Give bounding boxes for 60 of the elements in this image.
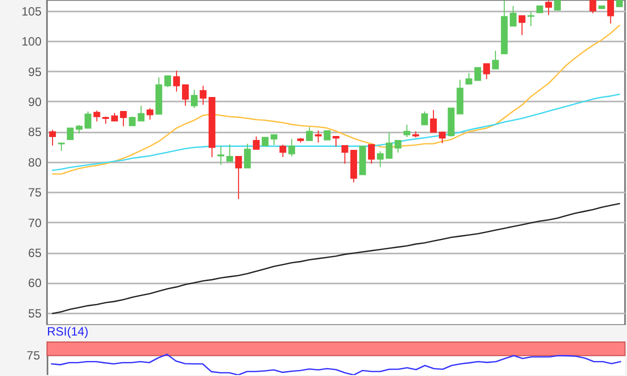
candlestick xyxy=(607,0,614,24)
y-tick-label: 90 xyxy=(28,94,42,109)
candlestick xyxy=(279,144,286,158)
line-series xyxy=(52,94,620,172)
candlestick xyxy=(235,156,242,200)
candlestick xyxy=(252,136,260,150)
candlestick xyxy=(66,128,74,140)
y-tick-label: 70 xyxy=(28,216,42,230)
candlestick xyxy=(386,132,393,159)
candlestick xyxy=(49,129,56,146)
candlestick xyxy=(554,0,561,10)
candlestick xyxy=(217,146,224,166)
candlestick xyxy=(138,105,144,122)
candlestick xyxy=(518,15,526,36)
candlestick xyxy=(376,150,384,168)
y-tick-label: 65 xyxy=(28,246,42,260)
candlestick xyxy=(200,85,207,106)
y-tick-label: 60 xyxy=(28,276,42,290)
candlestick xyxy=(93,110,100,122)
candlestick xyxy=(173,70,180,92)
candlestick xyxy=(244,143,251,168)
candlestick xyxy=(314,130,322,144)
y-tick-label: 75 xyxy=(28,186,42,200)
y-tick-label: 55 xyxy=(28,306,42,320)
candlestick xyxy=(483,63,490,80)
candlestick xyxy=(421,110,428,126)
candlestick xyxy=(182,84,189,106)
candlestick xyxy=(226,144,234,162)
candlestick xyxy=(394,140,402,154)
candlestick xyxy=(306,126,313,141)
chart-title: RSI(14) xyxy=(47,324,88,338)
y-tick-label: 85 xyxy=(28,125,42,140)
y-tick-label: 95 xyxy=(28,64,42,79)
candlestick xyxy=(164,75,172,88)
candlestick xyxy=(332,136,340,147)
y-tick-label: 100 xyxy=(21,34,42,49)
candlestick xyxy=(270,134,278,146)
candlestick xyxy=(146,108,154,120)
candlestick xyxy=(368,144,375,164)
candlestick xyxy=(84,110,92,129)
candlestick xyxy=(120,110,127,127)
candlestick xyxy=(288,138,296,157)
candlestick xyxy=(430,109,437,133)
candlestick xyxy=(438,130,446,144)
candlestick xyxy=(465,72,472,84)
candlestick xyxy=(492,50,499,70)
candlestick xyxy=(341,145,348,164)
y-tick-label: 80 xyxy=(28,155,42,170)
line-series xyxy=(52,202,620,314)
candlestick xyxy=(403,124,410,138)
line-series xyxy=(52,24,620,175)
candlestick xyxy=(190,90,198,109)
candlestick xyxy=(324,130,331,140)
candlestick xyxy=(510,6,517,26)
candlestick xyxy=(545,0,552,16)
y-tick-label: 105 xyxy=(21,4,42,18)
candlestick xyxy=(528,10,534,26)
candlestick xyxy=(474,67,482,81)
candlestick xyxy=(128,116,136,126)
candlestick xyxy=(590,0,596,14)
